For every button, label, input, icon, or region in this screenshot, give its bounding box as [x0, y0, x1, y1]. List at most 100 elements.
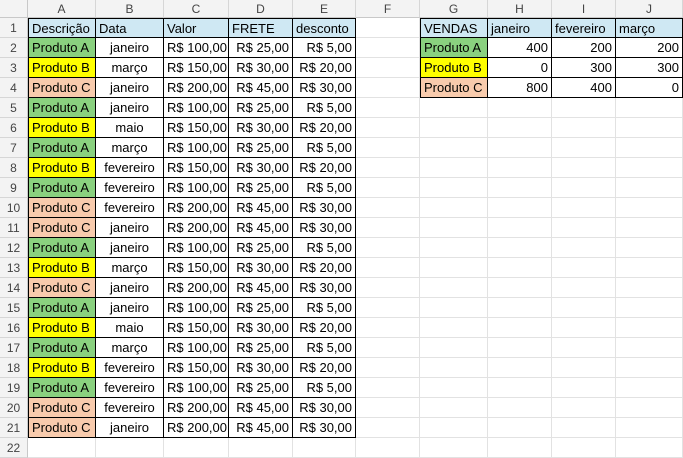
cell[interactable]	[552, 438, 616, 458]
data-cell[interactable]: R$ 100,00	[164, 238, 229, 258]
row-header-5[interactable]: 5	[0, 98, 28, 118]
column-header-h[interactable]: H	[488, 0, 552, 18]
sales-product-cell[interactable]: Produto C	[420, 78, 488, 98]
data-cell[interactable]: R$ 30,00	[293, 198, 356, 218]
cell[interactable]	[552, 398, 616, 418]
left-table-header[interactable]: Valor	[164, 18, 229, 38]
left-table-header[interactable]: FRETE	[229, 18, 293, 38]
cell[interactable]	[488, 438, 552, 458]
data-cell[interactable]: R$ 200,00	[164, 198, 229, 218]
cell[interactable]	[164, 438, 229, 458]
cell[interactable]	[488, 378, 552, 398]
cell[interactable]	[356, 218, 420, 238]
product-cell[interactable]: Produto C	[28, 418, 96, 438]
column-header-f[interactable]: F	[356, 0, 420, 18]
cell[interactable]	[488, 418, 552, 438]
row-header-17[interactable]: 17	[0, 338, 28, 358]
data-cell[interactable]: R$ 100,00	[164, 298, 229, 318]
cell[interactable]	[488, 358, 552, 378]
sales-value-cell[interactable]: 800	[488, 78, 552, 98]
data-cell[interactable]: R$ 30,00	[293, 78, 356, 98]
cell[interactable]	[420, 278, 488, 298]
row-header-1[interactable]: 1	[0, 18, 28, 38]
cell[interactable]	[488, 398, 552, 418]
data-cell[interactable]: fevereiro	[96, 378, 164, 398]
data-cell[interactable]: R$ 100,00	[164, 138, 229, 158]
data-cell[interactable]: R$ 30,00	[229, 118, 293, 138]
cell[interactable]	[356, 138, 420, 158]
data-cell[interactable]: R$ 200,00	[164, 78, 229, 98]
cell[interactable]	[616, 178, 683, 198]
data-cell[interactable]: fevereiro	[96, 178, 164, 198]
cell[interactable]	[616, 158, 683, 178]
product-cell[interactable]: Produto B	[28, 158, 96, 178]
data-cell[interactable]: R$ 5,00	[293, 338, 356, 358]
data-cell[interactable]: R$ 100,00	[164, 178, 229, 198]
cell[interactable]	[552, 158, 616, 178]
data-cell[interactable]: R$ 45,00	[229, 78, 293, 98]
data-cell[interactable]: R$ 100,00	[164, 38, 229, 58]
cell[interactable]	[356, 418, 420, 438]
cell[interactable]	[356, 38, 420, 58]
cell[interactable]	[552, 378, 616, 398]
product-cell[interactable]: Produto C	[28, 278, 96, 298]
row-header-22[interactable]: 22	[0, 438, 28, 458]
cell[interactable]	[356, 438, 420, 458]
cell[interactable]	[616, 118, 683, 138]
data-cell[interactable]: R$ 30,00	[293, 398, 356, 418]
cell[interactable]	[488, 218, 552, 238]
data-cell[interactable]: R$ 45,00	[229, 418, 293, 438]
cell[interactable]	[552, 218, 616, 238]
cell[interactable]	[488, 338, 552, 358]
cell[interactable]	[552, 198, 616, 218]
data-cell[interactable]: R$ 45,00	[229, 218, 293, 238]
data-cell[interactable]: R$ 5,00	[293, 178, 356, 198]
cell[interactable]	[616, 298, 683, 318]
product-cell[interactable]: Produto A	[28, 298, 96, 318]
cell[interactable]	[616, 438, 683, 458]
cell[interactable]	[552, 278, 616, 298]
sales-table-header[interactable]: janeiro	[488, 18, 552, 38]
row-header-3[interactable]: 3	[0, 58, 28, 78]
data-cell[interactable]: R$ 30,00	[293, 278, 356, 298]
cell[interactable]	[616, 418, 683, 438]
data-cell[interactable]: fevereiro	[96, 158, 164, 178]
row-header-8[interactable]: 8	[0, 158, 28, 178]
data-cell[interactable]: R$ 30,00	[229, 358, 293, 378]
cell[interactable]	[420, 378, 488, 398]
data-cell[interactable]: R$ 20,00	[293, 258, 356, 278]
data-cell[interactable]: R$ 25,00	[229, 298, 293, 318]
data-cell[interactable]: R$ 25,00	[229, 338, 293, 358]
data-cell[interactable]: R$ 20,00	[293, 318, 356, 338]
data-cell[interactable]: janeiro	[96, 298, 164, 318]
data-cell[interactable]: R$ 25,00	[229, 138, 293, 158]
cell[interactable]	[552, 258, 616, 278]
data-cell[interactable]: R$ 30,00	[229, 58, 293, 78]
cell[interactable]	[356, 338, 420, 358]
row-header-21[interactable]: 21	[0, 418, 28, 438]
cell[interactable]	[552, 98, 616, 118]
product-cell[interactable]: Produto A	[28, 98, 96, 118]
cell[interactable]	[420, 258, 488, 278]
data-cell[interactable]: R$ 25,00	[229, 38, 293, 58]
cell[interactable]	[616, 278, 683, 298]
cell[interactable]	[552, 358, 616, 378]
cell[interactable]	[356, 98, 420, 118]
cell[interactable]	[229, 438, 293, 458]
data-cell[interactable]: R$ 150,00	[164, 358, 229, 378]
data-cell[interactable]: R$ 30,00	[293, 418, 356, 438]
cell[interactable]	[616, 358, 683, 378]
sales-value-cell[interactable]: 0	[616, 78, 683, 98]
data-cell[interactable]: R$ 200,00	[164, 278, 229, 298]
sales-value-cell[interactable]: 300	[552, 58, 616, 78]
column-header-i[interactable]: I	[552, 0, 616, 18]
cell[interactable]	[616, 98, 683, 118]
product-cell[interactable]: Produto A	[28, 238, 96, 258]
data-cell[interactable]: R$ 30,00	[229, 158, 293, 178]
data-cell[interactable]: janeiro	[96, 238, 164, 258]
product-cell[interactable]: Produto B	[28, 258, 96, 278]
cell[interactable]	[356, 238, 420, 258]
sales-value-cell[interactable]: 400	[488, 38, 552, 58]
data-cell[interactable]: R$ 20,00	[293, 158, 356, 178]
left-table-header[interactable]: Descrição	[28, 18, 96, 38]
